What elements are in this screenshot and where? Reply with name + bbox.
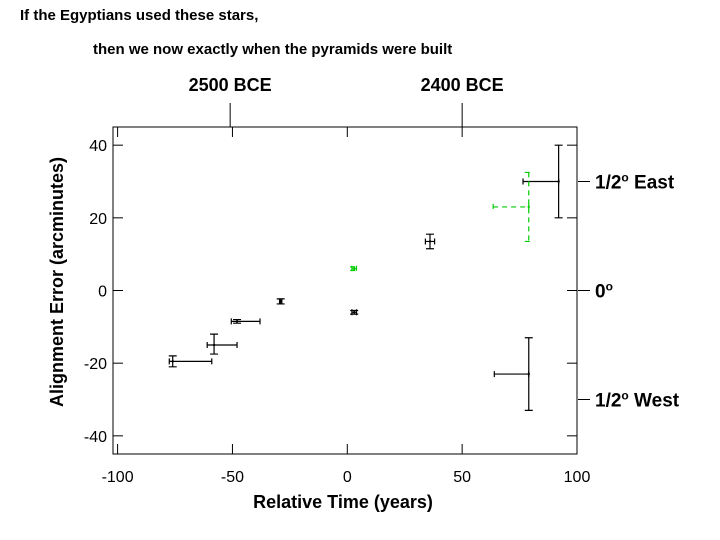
point — [171, 360, 174, 363]
y-tick-label: 0 — [98, 284, 107, 301]
y-tick-label: 40 — [89, 138, 107, 155]
top-tick-label: 2500 BCE — [189, 75, 272, 95]
point — [352, 267, 356, 270]
point — [279, 300, 282, 303]
x-tick-label: -100 — [102, 469, 134, 486]
chart-title: If the Egyptians used these stars, — [20, 7, 258, 24]
right-tick-label-main: 1/2 — [595, 173, 621, 194]
x-error-bar — [492, 203, 530, 210]
top-tick-label: 2400 BCE — [421, 75, 504, 95]
x-error-bar — [493, 371, 530, 378]
point — [212, 343, 216, 347]
plot-frame — [112, 126, 578, 455]
x-tick-label: 50 — [453, 469, 471, 486]
point — [557, 180, 560, 183]
right-tick-label: 1/2o East — [595, 171, 675, 194]
right-tick-label: 1/2o West — [595, 389, 680, 412]
x-tick-label: -50 — [221, 469, 244, 486]
right-tick-label-end: West — [629, 391, 680, 412]
x-error-bar — [206, 342, 238, 348]
point — [527, 372, 530, 376]
chart-subtitle: then we now exactly when the pyramids we… — [93, 41, 452, 58]
point — [352, 311, 356, 314]
x-tick-label: 0 — [343, 469, 352, 486]
right-tick-label: 0o — [595, 280, 613, 303]
y-tick-label: -40 — [84, 429, 107, 446]
right-tick-label-sup: o — [621, 171, 628, 185]
x-error-bar — [168, 358, 213, 365]
point — [235, 320, 239, 323]
right-tick-label-end: East — [629, 173, 675, 194]
right-tick-label-sup: o — [621, 389, 628, 403]
point — [527, 205, 530, 209]
right-tick-label-sup: o — [606, 280, 613, 294]
y-tick-label: -20 — [84, 356, 107, 373]
y-axis-label: Alignment Error (arcminutes) — [47, 157, 67, 407]
x-tick-label: 100 — [564, 469, 591, 486]
x-axis-label: Relative Time (years) — [253, 492, 433, 512]
right-tick-label-main: 0 — [595, 282, 606, 303]
y-error-bar — [524, 171, 533, 243]
point — [428, 240, 432, 243]
right-tick-label-main: 1/2 — [595, 391, 621, 412]
y-tick-label: 20 — [89, 211, 107, 228]
